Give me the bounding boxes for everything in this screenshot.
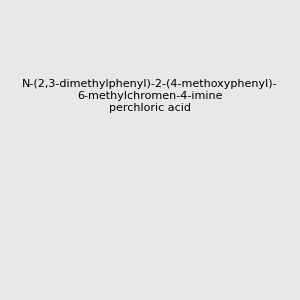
Text: N-(2,3-dimethylphenyl)-2-(4-methoxyphenyl)-
6-methylchromen-4-imine
perchloric a: N-(2,3-dimethylphenyl)-2-(4-methoxypheny… [22, 80, 278, 112]
